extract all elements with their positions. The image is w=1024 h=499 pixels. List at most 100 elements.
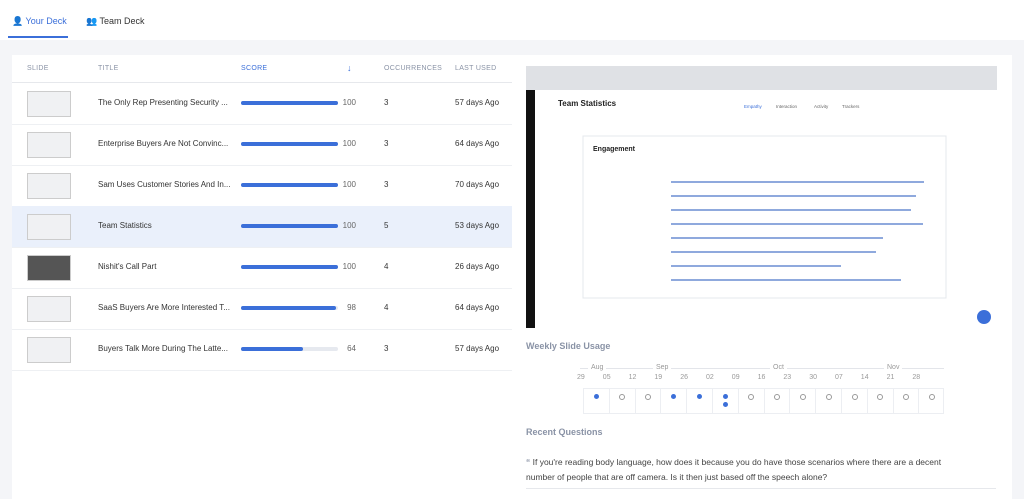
week-cell [918,388,944,414]
question: “ If you're reading body language, how d… [526,457,942,482]
occurrences: 3 [384,344,389,353]
occurrences: 3 [384,180,389,189]
divider [12,124,512,125]
score-value: 100 [342,262,356,271]
usage-dot-empty [825,394,832,400]
tab[interactable]: 👥 Team Deck [86,16,145,26]
usage-dot-empty [903,394,910,400]
top-bar [0,0,1024,40]
score-value: 100 [342,139,356,148]
score-value: 64 [347,344,356,353]
usage-dot-empty [928,394,935,400]
divider [12,165,512,166]
preview-tab: Empathy [744,104,763,109]
day-label: 19 [654,374,663,381]
column-header: SCORE [241,65,268,72]
month-label: Aug [588,364,607,371]
slide-thumbnail [27,337,71,363]
question-text: If you're reading body language, how doe… [526,457,942,482]
day-label: 26 [680,374,688,381]
section-title: Weekly Slide Usage [526,341,611,351]
week-cell [815,388,841,414]
usage-dot [722,402,728,407]
score-value: 100 [342,180,356,189]
slide-title: SaaS Buyers Are More Interested T... [98,303,230,312]
week-cell [841,388,867,414]
day-label: 09 [731,374,740,381]
occurrences: 3 [384,98,389,107]
divider [12,82,512,83]
occurrences: 4 [384,262,389,271]
usage-dot-empty [799,394,806,400]
divider [12,329,512,330]
day-label: 14 [860,374,869,381]
slide-thumbnail [27,214,71,240]
divider [526,488,996,489]
slide-title: Sam Uses Customer Stories And In... [98,180,231,189]
day-label: 02 [706,374,714,381]
column-header: LAST USED [455,65,497,72]
sort-icon: ↓ [347,63,352,73]
slide-thumbnail [27,296,71,322]
occurrences: 3 [384,139,389,148]
slide-thumbnail [27,132,71,158]
day-label: 23 [783,374,792,381]
slide-thumbnail [27,255,71,281]
last-used: 64 days Ago [455,139,500,148]
preview-tab: Interaction [776,104,798,109]
slide-title: Nishit's Call Part [98,262,157,271]
slide-title: Team Statistics [98,221,152,230]
last-used: 53 days Ago [455,221,500,230]
score-bar [241,306,337,310]
month-label: Nov [884,364,903,371]
usage-dot-empty [774,394,781,400]
day-label: 29 [577,374,585,381]
week-cell [763,388,790,414]
preview-tab: Trackers [842,104,860,109]
preview-tab: Activity [814,104,829,109]
usage-dot-empty [645,394,652,400]
tab-label: Team Deck [99,16,145,26]
usage-dot [722,394,728,399]
score-bar [241,224,338,228]
score-value: 100 [342,98,356,107]
score-bar [241,347,304,351]
slides-table [12,55,512,499]
usage-dot [670,394,676,399]
score-bar [241,265,338,269]
tab[interactable]: 👤 Your Deck [12,16,67,26]
usage-dot-empty [851,394,858,400]
usage-dot-empty [619,394,626,400]
slide-title: Buyers Talk More During The Latte... [98,344,228,353]
week-cell [866,388,893,414]
slide-title: The Only Rep Presenting Security ... [98,98,228,107]
last-used: 57 days Ago [455,344,500,353]
score-bar [241,101,338,105]
grid-border [583,388,944,414]
week-cell [737,388,764,414]
usage-dot [593,394,599,399]
column-header: SLIDE [27,65,49,72]
slide-title: Enterprise Buyers Are Not Convinc... [98,139,229,148]
slide-thumbnail [27,91,71,117]
week-cell [892,388,919,414]
occurrences: 5 [384,221,389,230]
score-value: 100 [342,221,356,230]
month-label: Oct [770,364,787,371]
section-title: Recent Questions [526,427,603,437]
day-label: 05 [602,374,611,381]
day-label: 12 [628,374,637,381]
divider [12,247,512,248]
column-header: TITLE [98,65,119,72]
usage-dot-empty [877,394,884,400]
week-cell [686,388,712,414]
occurrences: 4 [384,303,389,312]
divider [12,288,512,289]
slide-preview: Team Statistics Empathy Interaction Acti… [526,66,997,328]
usage-dot [696,394,702,399]
day-label: 21 [886,374,895,381]
week-cell [660,388,686,414]
last-used: 26 days Ago [455,262,500,271]
usage-dot-empty [748,394,755,400]
